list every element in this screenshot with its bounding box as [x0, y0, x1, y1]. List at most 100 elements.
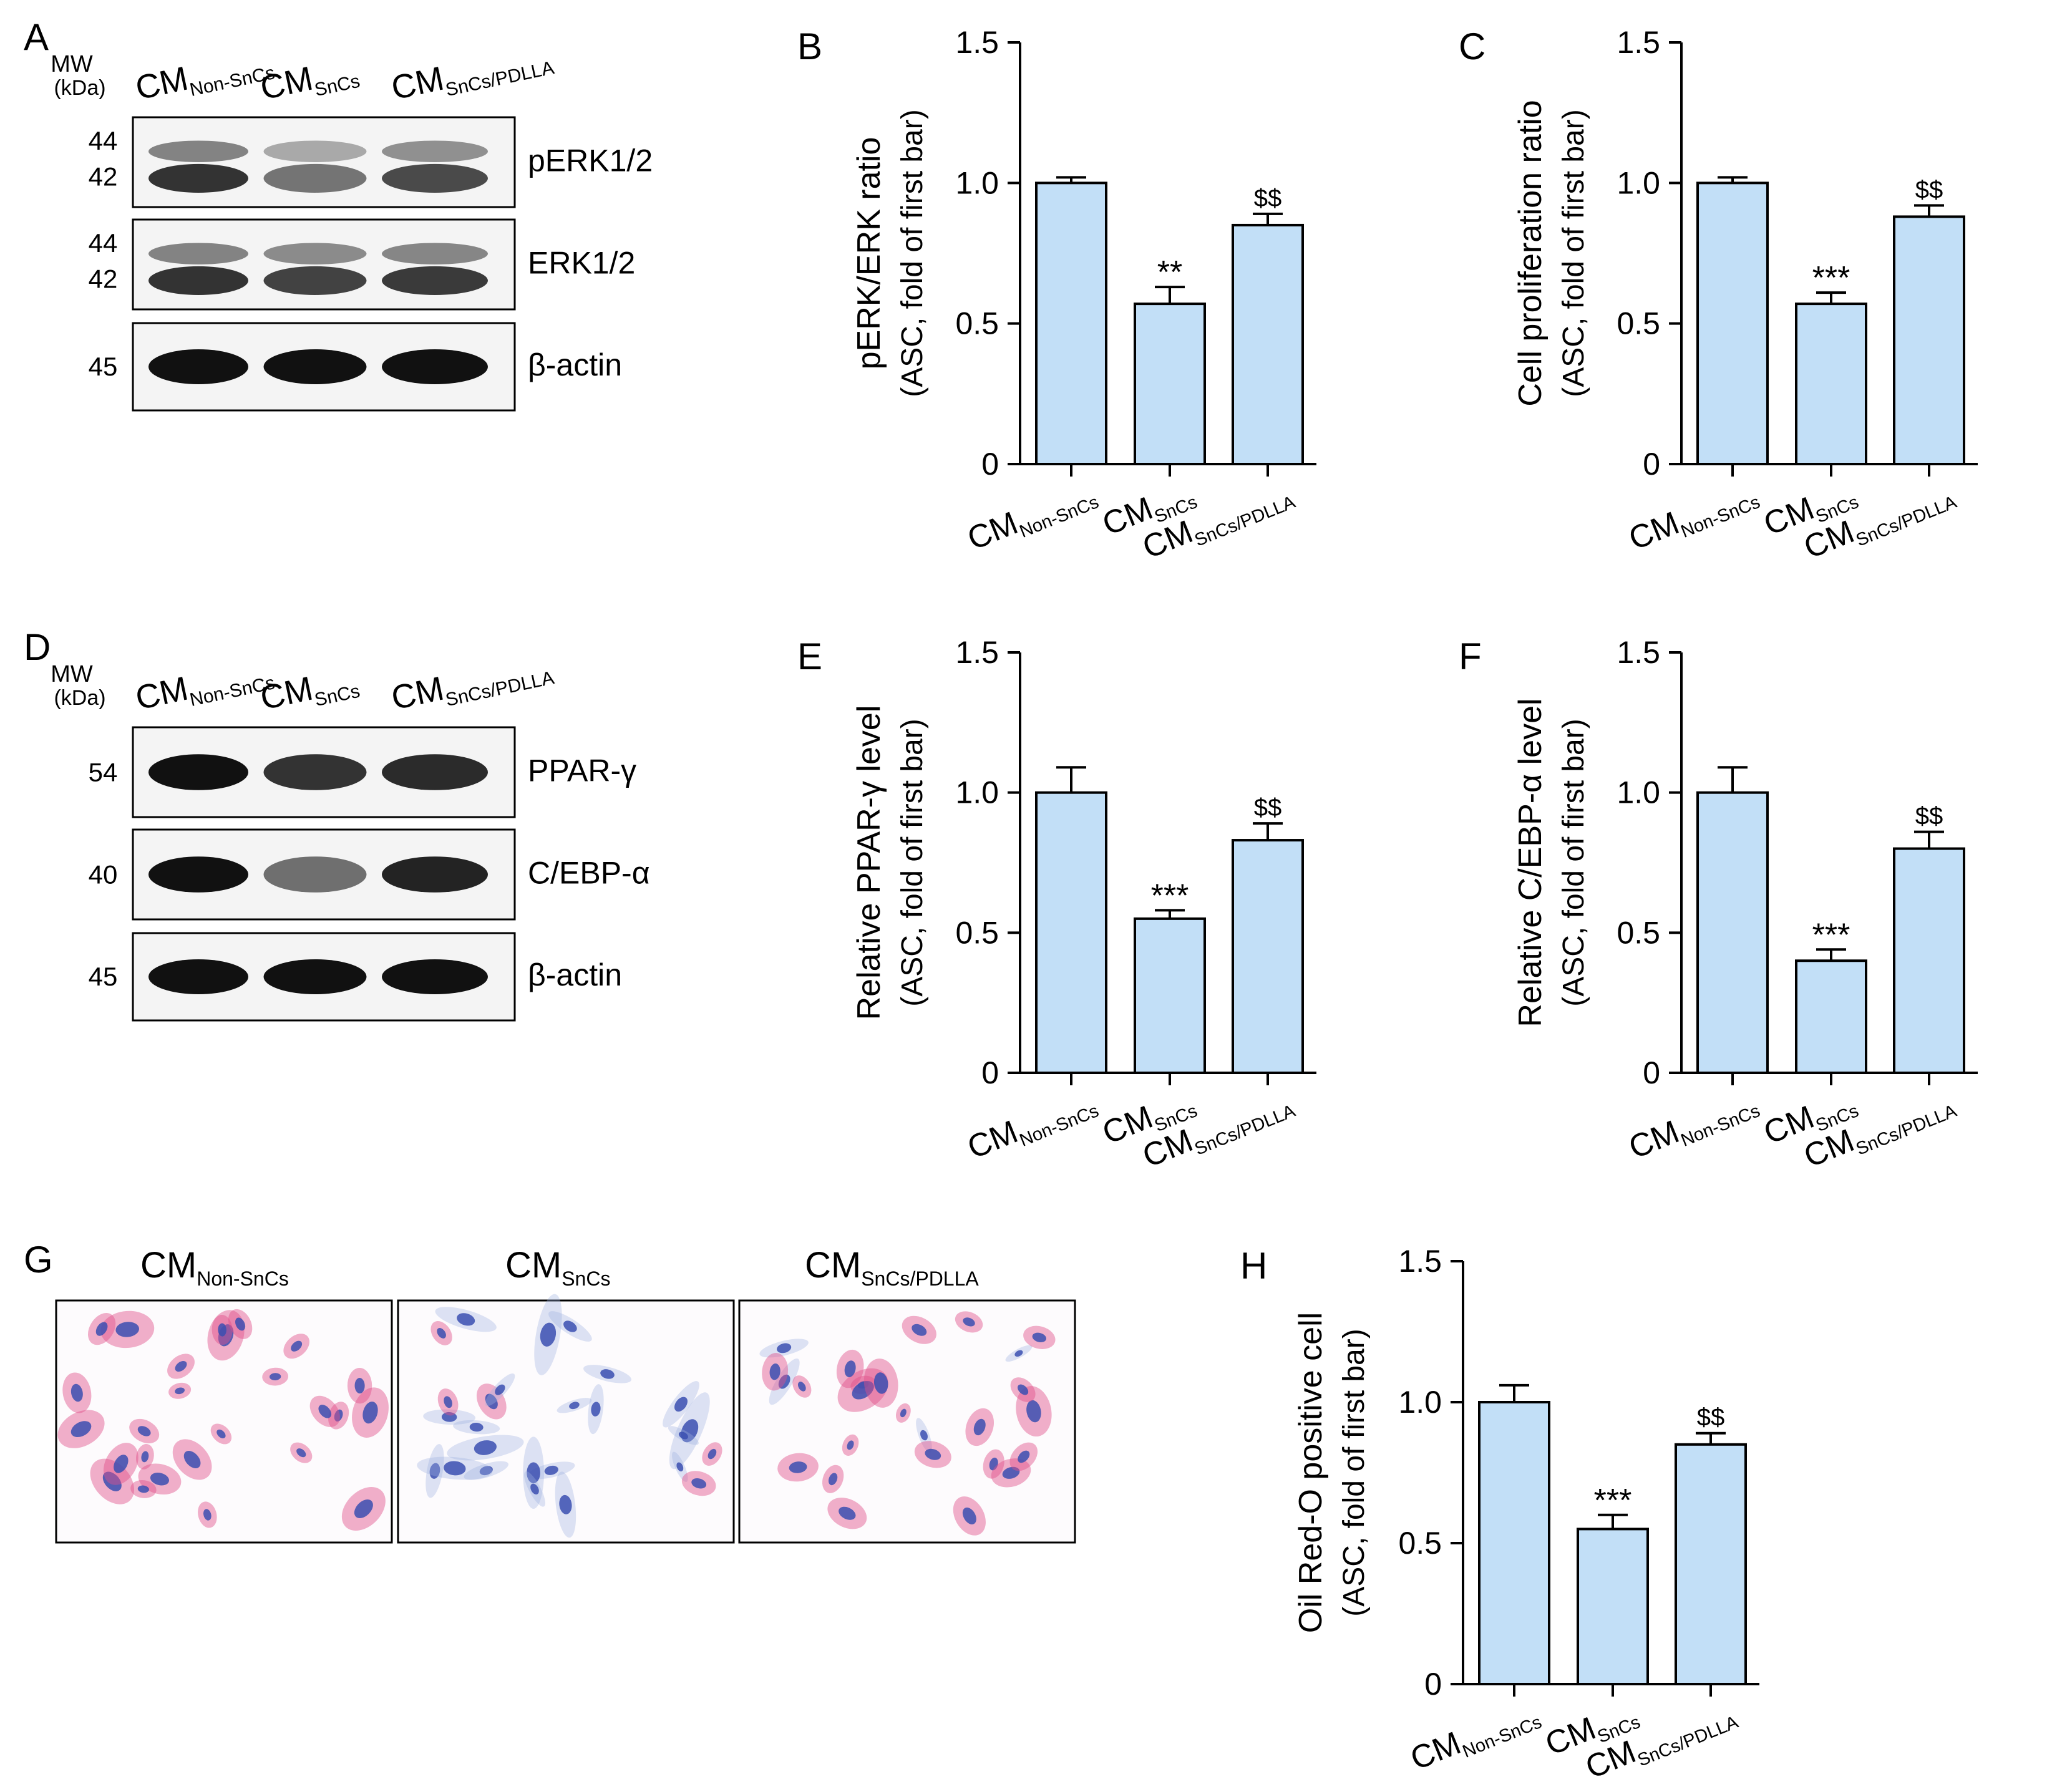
mw-marker: 45	[89, 352, 118, 381]
blot-band-lower	[382, 163, 488, 193]
nucleus	[354, 1499, 373, 1519]
significance-mark: $$	[1254, 794, 1282, 821]
panel-f-chart: F 0 0.5 1.0 1.5 Relative C/EBP-α level (ASC, f…	[1459, 635, 1978, 1174]
bar	[1035, 791, 1107, 1074]
bar	[1893, 215, 1965, 465]
group-cm: CM	[132, 670, 192, 717]
y-tick-label: 0.5	[1398, 1526, 1442, 1561]
nucleus	[137, 1426, 151, 1436]
y-tick-label: 0	[1424, 1667, 1442, 1702]
group-subscript: Non-SnCs	[1017, 1101, 1102, 1151]
blot-band-lower	[148, 266, 248, 295]
y-tick-label: 0.5	[1617, 306, 1660, 341]
bar	[1577, 1528, 1649, 1685]
panel-b-chart: B 0 0.5 1.0 1.5 pERK/ERK ratio (ASC, fold of f…	[797, 25, 1316, 566]
y-tick-label: 1.5	[1617, 635, 1660, 670]
group-cm: CM	[388, 60, 447, 107]
group-subscript: Non-SnCs	[1017, 492, 1102, 542]
bar	[1134, 303, 1206, 465]
nucleus	[362, 1402, 378, 1424]
x-tick-label: CMNon-SnCs	[1624, 473, 1763, 561]
blot: 54 PPAR-γ	[89, 726, 636, 818]
nucleus	[479, 1466, 493, 1476]
group-subscript: SnCs	[313, 71, 362, 101]
nucleus	[789, 1461, 807, 1473]
blot-band	[382, 754, 488, 790]
nucleus	[183, 1450, 201, 1468]
x-tick-label: CMNon-SnCs	[1624, 1082, 1763, 1170]
panel-h-chart: H 0 0.5 1.0 1.5 Oil Red-O positive cell (ASC, …	[1240, 1244, 1759, 1786]
group-subscript: SnCs/PDLLA	[444, 57, 556, 100]
blot-protein-label: β-actin	[528, 957, 622, 992]
group-cm: CM	[1624, 1113, 1685, 1166]
nucleus	[691, 1478, 707, 1489]
group-cm: CM	[963, 1113, 1023, 1166]
bar	[1795, 303, 1867, 465]
blot-band	[382, 856, 488, 893]
group-subscript: SnCs/PDLLA	[1853, 1101, 1960, 1160]
mw-marker: 40	[89, 860, 118, 889]
x-tick-label: CMNon-SnCs	[963, 1082, 1102, 1170]
nucleus	[95, 1322, 108, 1336]
nucleus	[115, 1322, 140, 1337]
mw-marker: 45	[89, 962, 118, 991]
blot-band-upper	[263, 243, 367, 264]
nucleus	[175, 1360, 187, 1372]
blot-band	[382, 959, 488, 994]
mw-label: MW	[51, 51, 93, 77]
blot-band-lower	[263, 163, 367, 193]
nucleus	[495, 1384, 505, 1395]
group-subscript: SnCs/PDLLA	[1192, 1101, 1298, 1160]
blot-band	[263, 959, 367, 994]
nucleus	[540, 1322, 557, 1347]
blot-group-label: CMNon-SnCs	[132, 652, 276, 722]
nucleus	[678, 1431, 688, 1440]
blot-band-upper	[263, 140, 367, 162]
nucleus	[216, 1429, 226, 1438]
significance-mark: $$	[1697, 1404, 1725, 1431]
nucleus	[569, 1402, 580, 1410]
group-subscript: Non-SnCs	[1678, 1101, 1763, 1151]
bar	[1232, 223, 1304, 465]
panel-g: G CMNon-SnCs CMSnCs CMSnCs/PDLLA	[24, 1239, 1076, 1544]
y-axis-label: Oil Red-O positive cell	[1293, 1312, 1329, 1633]
nucleus	[469, 1423, 484, 1432]
y-tick-label: 1.0	[1398, 1385, 1442, 1420]
blot-band	[148, 959, 248, 994]
panel-e-chart: E 0 0.5 1.0 1.5 Relative PPAR-γ level (ASC, fo…	[797, 635, 1316, 1174]
blot-frame	[132, 218, 516, 311]
group-cm: CM	[140, 1245, 197, 1286]
nucleus	[600, 1369, 615, 1379]
nucleus	[474, 1440, 497, 1455]
bar	[1696, 182, 1769, 465]
nucleus	[563, 1320, 577, 1332]
bar	[1035, 182, 1107, 465]
nucleus	[962, 1507, 976, 1524]
nucleus	[150, 1473, 169, 1486]
y-tick-label: 0	[1643, 447, 1660, 482]
blot-protein-label: PPAR-γ	[528, 753, 636, 788]
group-subscript: SnCs/PDLLA	[1635, 1712, 1741, 1771]
nucleus	[441, 1412, 457, 1422]
group-subscript: SnCs/PDLLA	[1192, 492, 1298, 551]
y-axis-label: Cell proliferation ratio	[1512, 100, 1549, 406]
group-cm: CM	[1406, 1725, 1466, 1777]
micrograph-frame	[738, 1299, 1076, 1544]
nucleus	[429, 1463, 440, 1479]
nucleus	[444, 1461, 466, 1476]
micrograph-title: CMSnCs	[505, 1245, 610, 1290]
nucleus	[920, 1430, 928, 1441]
nucleus	[1018, 1384, 1029, 1395]
blot-band-lower	[382, 266, 488, 295]
nucleus	[218, 1323, 226, 1337]
y-axis-label: Relative PPAR-γ level	[851, 705, 887, 1020]
blot-band-upper	[148, 140, 248, 162]
blot-group-label: CMNon-SnCs	[132, 42, 276, 112]
nucleus	[844, 1360, 856, 1378]
nucleus	[912, 1324, 927, 1336]
blot-protein-label: C/EBP-α	[528, 855, 650, 890]
panel-letter: B	[797, 26, 822, 67]
blot-band	[263, 349, 367, 384]
bar	[1893, 847, 1965, 1074]
